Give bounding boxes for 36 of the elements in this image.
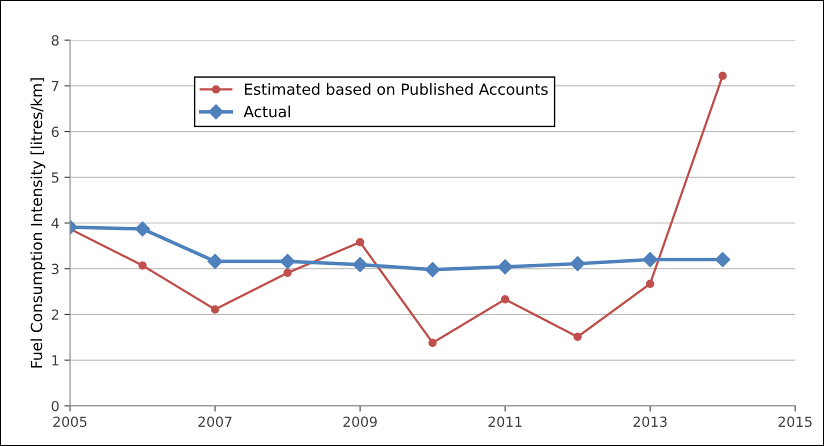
- y-tick-label: 2: [52, 309, 58, 320]
- y-tick-label: 6: [52, 126, 59, 138]
- point: [715, 252, 730, 268]
- point: [352, 257, 368, 272]
- x-tick-label: 2011: [488, 416, 522, 428]
- y-tick-label: 1: [52, 355, 58, 366]
- point: [428, 338, 437, 347]
- x-tick-label: 2015: [778, 416, 812, 428]
- point: [498, 259, 513, 274]
- x-tick-label: 2007: [198, 416, 232, 428]
- x-tick-label: 2013: [633, 416, 667, 428]
- legend-label: Actual: [244, 106, 290, 118]
- y-tick-label: 4: [51, 218, 59, 228]
- point: [138, 261, 147, 270]
- point: [642, 252, 658, 268]
- point: [646, 280, 654, 288]
- point: [570, 256, 586, 272]
- x-tick-label: 2009: [343, 416, 377, 428]
- y-tick-label: 0: [52, 400, 59, 412]
- y-axis-title: Fuel Consumption Intensity [litres/km]: [30, 78, 46, 368]
- y-tick-label: 5: [52, 172, 58, 183]
- y-tick-label: 7: [52, 81, 58, 92]
- y-tick-label: 3: [52, 264, 59, 274]
- point: [425, 262, 440, 278]
- point: [210, 305, 220, 314]
- point: [718, 72, 727, 80]
- point: [500, 295, 510, 304]
- point: [573, 332, 582, 341]
- point: [280, 254, 296, 269]
- point: [356, 238, 364, 246]
- point: [283, 268, 292, 277]
- point: [134, 221, 150, 237]
- y-tick-label: 8: [52, 35, 59, 46]
- x-tick-label: 2005: [53, 416, 86, 428]
- legend-label: Estimated based on Published Accounts: [245, 83, 548, 95]
- point: [207, 254, 223, 269]
